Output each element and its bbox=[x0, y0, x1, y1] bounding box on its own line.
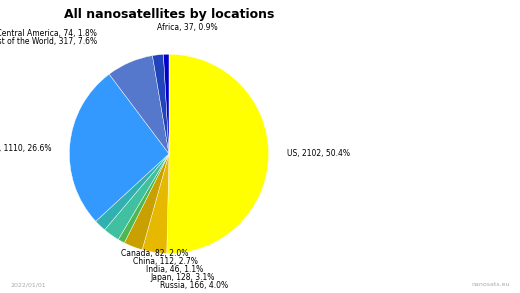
Text: China, 112, 2.7%: China, 112, 2.7% bbox=[133, 258, 198, 266]
Text: Canada, 82, 2.0%: Canada, 82, 2.0% bbox=[121, 249, 189, 258]
Text: Japan, 128, 3.1%: Japan, 128, 3.1% bbox=[151, 273, 215, 282]
Wedge shape bbox=[124, 154, 169, 250]
Wedge shape bbox=[69, 74, 169, 221]
Text: South and Central America, 74, 1.8%: South and Central America, 74, 1.8% bbox=[0, 29, 97, 38]
Wedge shape bbox=[109, 56, 169, 154]
Text: 2022/01/01: 2022/01/01 bbox=[10, 282, 46, 287]
Text: Europe, 1110, 26.6%: Europe, 1110, 26.6% bbox=[0, 144, 51, 153]
Text: Russia, 166, 4.0%: Russia, 166, 4.0% bbox=[160, 281, 228, 290]
Text: Africa, 37, 0.9%: Africa, 37, 0.9% bbox=[157, 23, 217, 32]
Text: US, 2102, 50.4%: US, 2102, 50.4% bbox=[287, 149, 349, 158]
Text: Rest of the World, 317, 7.6%: Rest of the World, 317, 7.6% bbox=[0, 37, 97, 46]
Wedge shape bbox=[152, 54, 169, 154]
Wedge shape bbox=[96, 154, 169, 230]
Wedge shape bbox=[105, 154, 169, 240]
Wedge shape bbox=[142, 154, 169, 253]
Wedge shape bbox=[163, 54, 169, 154]
Wedge shape bbox=[167, 54, 269, 253]
Text: India, 46, 1.1%: India, 46, 1.1% bbox=[146, 265, 204, 275]
Wedge shape bbox=[118, 154, 169, 243]
Title: All nanosatellites by locations: All nanosatellites by locations bbox=[64, 8, 274, 21]
Text: nanosats.eu: nanosats.eu bbox=[471, 282, 510, 287]
